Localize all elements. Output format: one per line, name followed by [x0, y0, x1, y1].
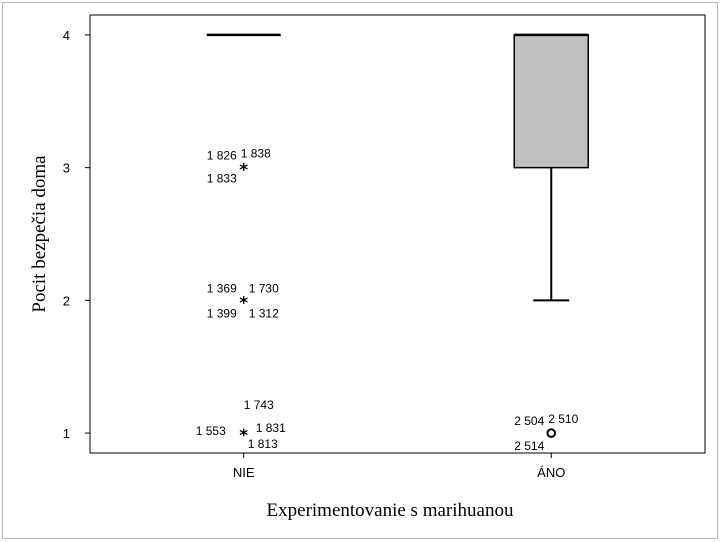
case-label: 1 399 — [207, 306, 237, 320]
x-axis: NIE ÁNO — [233, 453, 565, 480]
y-axis-title: Pocit bezpečia doma — [29, 155, 50, 313]
extreme-marker: * — [239, 293, 248, 313]
case-label: 2 504 — [514, 414, 544, 428]
case-label: 2 510 — [548, 412, 578, 426]
case-label: 2 514 — [514, 439, 544, 453]
case-label: 1 743 — [244, 398, 274, 412]
y-tick-label: 4 — [63, 28, 70, 43]
x-axis-title: Experimentovanie s marihuanou — [267, 500, 514, 521]
x-tick-label: ÁNO — [537, 465, 565, 480]
y-tick-label: 1 — [63, 426, 70, 441]
case-label: 1 813 — [248, 437, 278, 451]
y-tick-label: 2 — [63, 293, 70, 308]
boxes — [206, 33, 589, 302]
case-label: 1 730 — [249, 281, 279, 295]
iqr-box — [513, 34, 589, 169]
case-label: 1 312 — [249, 306, 279, 320]
y-axis: 1 2 3 4 — [63, 28, 90, 441]
plot-area — [89, 14, 706, 454]
case-label: 1 831 — [256, 421, 286, 435]
extreme-marker: * — [239, 426, 248, 446]
case-label: 1 826 — [207, 149, 237, 163]
case-label: 1 833 — [207, 172, 237, 186]
case-label: 1 838 — [241, 147, 271, 161]
y-tick-label: 3 — [63, 161, 70, 176]
extreme-marker: * — [239, 161, 248, 181]
case-label: 1 553 — [196, 424, 226, 438]
case-label: 1 369 — [207, 281, 237, 295]
x-tick-label: NIE — [233, 465, 255, 480]
outlier-marker — [546, 428, 557, 438]
